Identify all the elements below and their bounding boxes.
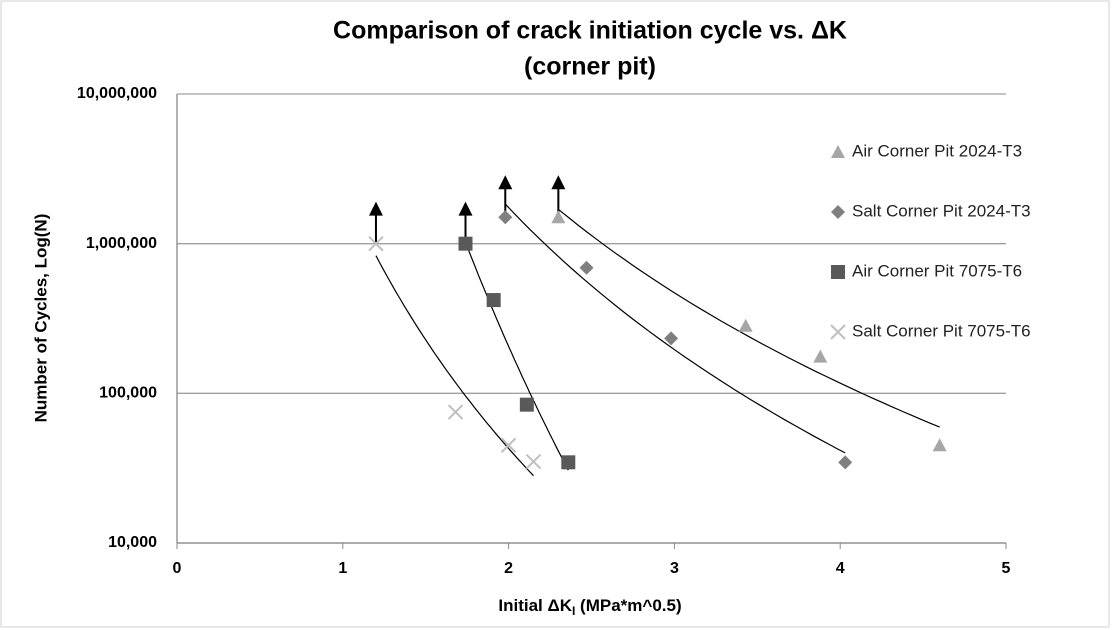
y-axis-label: Number of Cycles, Log(N) [31,214,50,423]
y-tick-label: 10,000,000 [77,85,157,102]
marker-triangle [551,210,566,224]
legend-label: Salt Corner Pit 2024-T3 [852,201,1031,220]
runout-arrow-head [498,175,513,190]
y-tick-label: 10,000 [108,534,157,551]
marker-square [561,455,576,470]
legend-label: Air Corner Pit 7075-T6 [852,261,1022,280]
runout-arrow-head [368,201,383,216]
marker-diamond [831,205,845,219]
marker-x [447,404,464,420]
x-axis-label-main: Initial ΔK [498,596,572,615]
legend-label: Salt Corner Pit 7075-T6 [852,321,1031,340]
marker-diamond [579,260,594,275]
x-tick-label: 1 [338,560,347,577]
trendline [464,241,569,471]
marker-diamond [498,210,513,225]
trendline [504,203,846,454]
chart-subtitle: (corner pit) [524,53,656,81]
legend-label: Air Corner Pit 2024-T3 [852,141,1022,160]
marker-square [831,265,845,279]
marker-square [519,397,534,412]
x-tick-label: 4 [836,560,845,577]
x-tick-label: 0 [173,560,182,577]
runout-arrow-head [458,201,473,216]
x-tick-label: 5 [1002,560,1011,577]
marker-x [525,453,542,470]
x-tick-label: 2 [504,560,513,577]
runout-arrow-head [551,175,566,190]
x-axis-label-sub: I [572,604,575,618]
marker-triangle [738,318,753,332]
chart-title: Comparison of crack initiation cycle vs.… [333,17,847,45]
marker-diamond [664,331,679,346]
marker-triangle [932,438,947,452]
marker-square [486,293,501,308]
marker-square [458,236,473,251]
y-tick-label: 1,000,000 [86,235,157,252]
marker-diamond [838,455,853,470]
marker-x [500,437,517,453]
x-axis-label: Initial ΔKI (MPa*m^0.5) [498,596,681,618]
x-axis-label-unit: (MPa*m^0.5) [575,596,681,615]
marker-x [368,235,384,252]
y-tick-label: 100,000 [99,385,157,402]
marker-x [830,324,846,340]
trendline [557,208,940,428]
marker-triangle [813,349,828,363]
x-tick-label: 3 [670,560,679,577]
marker-triangle [831,145,845,158]
